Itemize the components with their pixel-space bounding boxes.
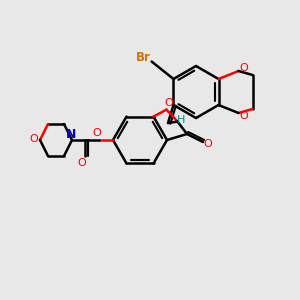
Text: O: O bbox=[239, 111, 248, 121]
Text: O: O bbox=[164, 98, 173, 108]
Text: O: O bbox=[204, 139, 212, 149]
Text: H: H bbox=[177, 115, 185, 125]
Text: O: O bbox=[30, 134, 38, 144]
Text: Br: Br bbox=[136, 51, 151, 64]
Text: N: N bbox=[66, 128, 76, 140]
Text: O: O bbox=[239, 63, 248, 73]
Text: O: O bbox=[93, 128, 101, 138]
Text: O: O bbox=[78, 158, 86, 168]
